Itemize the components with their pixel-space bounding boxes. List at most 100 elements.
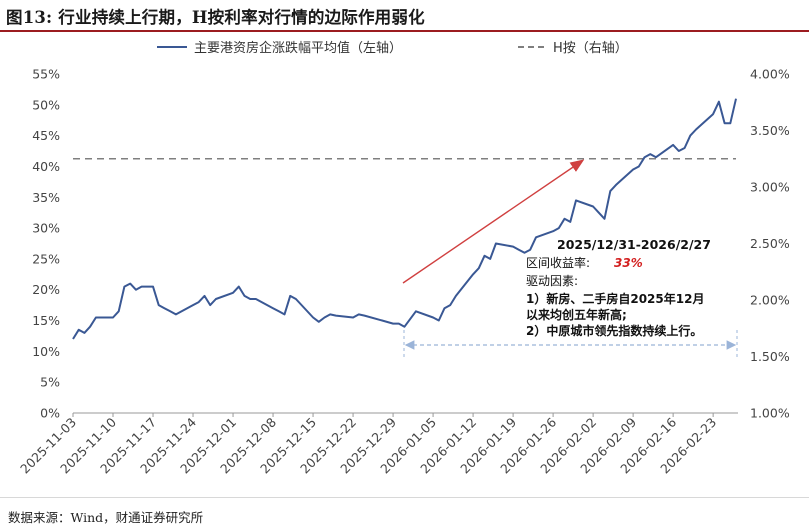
data-point [163,307,165,309]
data-point [198,301,200,303]
y-axis-right: 1.00% 1.50% 2.00% 2.50% 3.00% 3.50% 4.00% [750,67,790,421]
data-point [478,267,480,269]
figure-title: 图13: 行业持续上行期，H按利率对行情的边际作用弱化 [6,8,425,27]
data-point [323,316,325,318]
data-point [95,316,97,318]
data-point [575,199,577,201]
data-point [278,310,280,312]
annotation-return-label: 区间收益率: [526,255,590,270]
data-point [643,156,645,158]
data-point [312,316,314,318]
y-right-tick-label: 3.50% [750,123,790,138]
data-point [83,332,85,334]
data-point [215,298,217,300]
data-point [512,245,514,247]
data-point [638,165,640,167]
data-point [723,122,725,124]
data-point [78,329,80,331]
data-point [318,321,320,323]
footer-rule [0,497,809,498]
data-point [443,307,445,309]
y-left-tick-label: 0% [40,406,60,421]
y-left-tick-label: 20% [32,282,60,297]
data-point [683,147,685,149]
legend: 主要港资房企涨跌幅平均值（左轴） H按（右轴） [157,40,628,56]
data-point [249,298,251,300]
data-point [592,205,594,207]
data-point [335,314,337,316]
data-point [158,304,160,306]
y-left-tick-label: 10% [32,344,60,359]
y-left-tick-label: 30% [32,221,60,236]
data-point [329,313,331,315]
data-point [295,298,297,300]
title-rule [0,30,809,32]
data-point [569,221,571,223]
data-point [603,218,605,220]
data-point [72,338,74,340]
data-point [398,322,400,324]
data-point [672,144,674,146]
data-point [523,252,525,254]
data-point [255,298,257,300]
data-point [563,218,565,220]
data-point [535,236,537,238]
data-point [678,150,680,152]
y-right-tick-label: 4.00% [750,67,790,82]
data-point [283,313,285,315]
y-axis-left: 0% 5% 10% 15% 20% 25% 30% 35% 40% 45% 50% 55% [32,67,60,421]
data-point [175,313,177,315]
data-point [449,304,451,306]
data-point [718,101,720,103]
y-left-tick-label: 40% [32,159,60,174]
data-point [689,134,691,136]
data-point [655,156,657,158]
data-point [169,310,171,312]
y-right-tick-label: 2.50% [750,236,790,251]
annotation-driver-2: 2）中原城市领先指数持续上行。 [526,323,702,338]
data-point [192,304,194,306]
data-point [712,113,714,115]
data-point [209,304,211,306]
data-point [735,98,737,100]
y-left-tick-label: 15% [32,313,60,328]
avg-return-line [72,98,737,340]
data-point [403,326,405,328]
legend-label-left: 主要港资房企涨跌幅平均值（左轴） [194,40,402,56]
y-left-tick-label: 35% [32,190,60,205]
data-point [129,282,131,284]
data-point [89,326,91,328]
data-point [415,310,417,312]
annotation-driver-1a: 1）新房、二手房自2025年12月 [526,291,704,306]
annotation-driver-1b: 以来均创五年新高; [526,307,627,322]
data-point [289,295,291,297]
data-point [112,316,114,318]
data-point [118,310,120,312]
data-point [352,316,354,318]
data-point [518,249,520,251]
y-left-tick-label: 5% [40,375,60,390]
data-point [632,168,634,170]
data-point [123,285,125,287]
data-point [472,273,474,275]
data-point [598,212,600,214]
y-left-tick-label: 50% [32,97,60,112]
y-left-tick-label: 45% [32,128,60,143]
data-point [392,322,394,324]
data-point [649,153,651,155]
data-point [135,289,137,291]
trend-arrow [402,159,585,284]
source-note: 数据来源：Wind，财通证券研究所 [8,510,204,525]
data-point [152,285,154,287]
data-point [529,249,531,251]
data-point [615,184,617,186]
y-right-tick-label: 1.00% [750,406,790,421]
data-point [489,258,491,260]
data-point [695,128,697,130]
data-point [438,319,440,321]
data-point [238,285,240,287]
annotation-box: 2025/12/31-2026/2/27 区间收益率: 33% 驱动因素: 1）… [526,237,711,338]
data-point [432,316,434,318]
data-point [729,122,731,124]
